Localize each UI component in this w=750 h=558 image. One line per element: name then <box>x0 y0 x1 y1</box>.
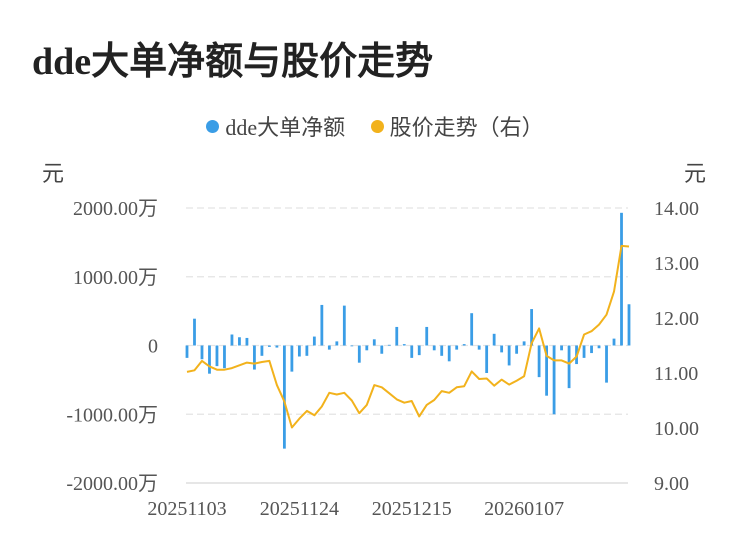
bar <box>185 345 189 358</box>
legend-label-price: 股价走势（右） <box>389 115 544 140</box>
x-tick-label: 20251103 <box>147 498 226 520</box>
bar <box>230 334 234 346</box>
chart-title: dde大单净额与股价走势 <box>32 41 434 83</box>
bar <box>290 345 294 372</box>
bar <box>477 345 481 350</box>
bar <box>545 345 548 396</box>
bar <box>590 345 593 354</box>
y-right-tick-label: 11.00 <box>654 363 698 385</box>
bar <box>500 345 504 353</box>
y-right-tick-label: 13.00 <box>654 253 699 275</box>
bar <box>432 345 436 351</box>
bar <box>507 345 511 366</box>
bar <box>470 313 474 346</box>
bar <box>275 345 279 348</box>
bar <box>560 345 563 351</box>
y-right-tick-label: 9.00 <box>654 473 689 495</box>
bar <box>620 212 623 346</box>
bar <box>425 326 429 346</box>
bar <box>208 345 211 374</box>
y-right-tick-label: 10.00 <box>654 418 699 440</box>
bar <box>193 318 196 346</box>
bar <box>447 345 451 362</box>
bar <box>305 345 309 356</box>
bar <box>530 309 534 346</box>
bar <box>537 345 541 378</box>
bar <box>253 345 256 370</box>
legend-label-dde: dde大单净额 <box>225 115 346 140</box>
bar <box>282 345 286 449</box>
left-axis-unit: 元 <box>42 161 65 186</box>
legend-item-dde[interactable]: dde大单净额 <box>206 110 345 142</box>
bar <box>297 345 301 357</box>
y-left-tick-label: 2000.00万 <box>73 198 158 220</box>
bar <box>320 304 324 346</box>
legend-item-price[interactable]: 股价走势（右） <box>370 110 544 142</box>
legend-dot-price-icon <box>370 119 384 133</box>
right-axis-unit: 元 <box>684 161 707 186</box>
bar <box>552 345 556 415</box>
bar <box>245 337 249 346</box>
bar <box>605 345 608 383</box>
bar <box>223 345 226 369</box>
legend-dot-dde-icon <box>206 119 220 133</box>
bar <box>372 339 376 346</box>
bar <box>522 341 526 346</box>
bar <box>395 326 399 346</box>
bar <box>582 345 586 358</box>
bar <box>417 345 421 356</box>
bar <box>200 345 204 360</box>
bar <box>342 305 346 346</box>
bar <box>380 345 384 354</box>
bar <box>567 345 571 389</box>
bar <box>312 336 316 346</box>
bar <box>335 341 339 346</box>
x-tick-label: 20260107 <box>484 498 564 520</box>
y-right-tick-label: 12.00 <box>654 308 699 330</box>
bar <box>462 344 466 346</box>
bar <box>327 345 331 350</box>
y-left-tick-label: -2000.00万 <box>66 473 158 495</box>
bar <box>215 345 219 367</box>
bar <box>597 345 601 349</box>
bar <box>612 338 616 346</box>
x-tick-label: 20251124 <box>260 498 339 520</box>
y-left-tick-label: 1000.00万 <box>73 267 158 289</box>
y-left-tick-label: -1000.00万 <box>66 404 158 426</box>
legend: dde大单净额 股价走势（右） <box>0 110 750 142</box>
bar <box>627 304 631 346</box>
x-tick-label: 20251215 <box>372 498 452 520</box>
y-left-tick-label: 0 <box>148 336 158 358</box>
bar <box>485 345 489 373</box>
bar <box>387 344 391 346</box>
y-right-tick-label: 14.00 <box>654 198 699 220</box>
bar <box>402 344 406 346</box>
price-line <box>186 244 630 429</box>
bar <box>515 345 519 354</box>
bar <box>455 345 459 350</box>
bar <box>440 345 444 356</box>
bar <box>238 337 241 346</box>
bar <box>268 345 271 347</box>
bar <box>350 345 354 347</box>
bar <box>410 345 414 358</box>
bar <box>492 333 496 346</box>
bar <box>357 345 361 363</box>
bar <box>260 345 264 356</box>
bar <box>365 345 369 351</box>
